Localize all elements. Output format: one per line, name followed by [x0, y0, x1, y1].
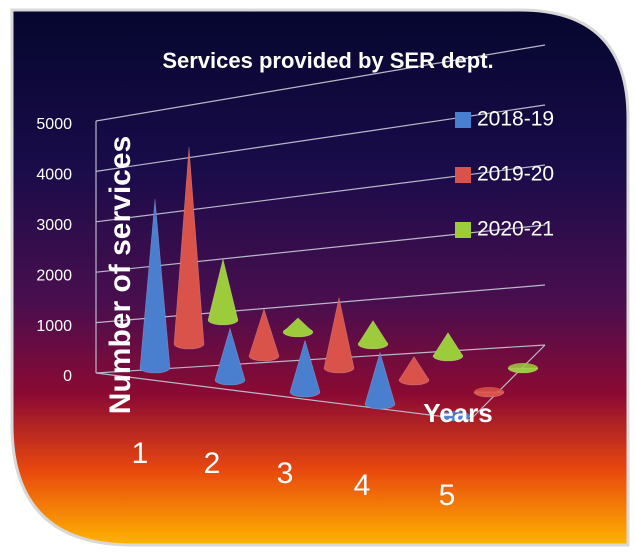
- cone: [439, 415, 471, 422]
- cone: [357, 319, 389, 350]
- x-tick-label: 2: [204, 447, 221, 480]
- legend-label: 2018-19: [477, 108, 554, 131]
- cone: [289, 339, 321, 398]
- cone: [173, 146, 205, 350]
- y-tick-label: 0: [63, 368, 72, 385]
- floor-line: [469, 344, 546, 421]
- y-tick-label: 5000: [36, 116, 72, 133]
- grid-line: [95, 344, 546, 374]
- grid-line: [95, 284, 546, 324]
- y-tick-label: 1000: [36, 318, 72, 335]
- y-tick-label: 3000: [36, 217, 72, 234]
- cone: [473, 391, 505, 398]
- x-tick-label: 3: [277, 457, 294, 490]
- grid-line: [95, 44, 546, 122]
- legend-label: 2019-20: [477, 163, 554, 186]
- cone: [248, 308, 280, 362]
- cone: [432, 331, 464, 362]
- cone: [282, 317, 314, 338]
- x-tick-label: 1: [132, 437, 149, 470]
- chart-title: Services provided by SER dept.: [162, 48, 493, 73]
- background: [10, 8, 630, 547]
- cone: [364, 351, 396, 410]
- y-tick-label: 4000: [36, 167, 72, 184]
- x-axis-label: Years: [423, 398, 492, 428]
- cone: [139, 198, 171, 374]
- floor-line: [95, 372, 471, 421]
- legend-swatch: [455, 112, 471, 128]
- x-tick-label: 4: [354, 469, 371, 502]
- legend-label: 2020-21: [477, 218, 554, 241]
- legend-swatch: [455, 167, 471, 183]
- x-tick-label: 5: [439, 479, 456, 512]
- cone: [398, 355, 430, 386]
- cone: [507, 367, 539, 374]
- y-tick-label: 2000: [36, 267, 72, 284]
- cone: [323, 297, 355, 374]
- legend-swatch: [455, 222, 471, 238]
- cone: [207, 258, 239, 326]
- y-axis-label: Number of services: [104, 136, 137, 414]
- cone: [214, 327, 246, 386]
